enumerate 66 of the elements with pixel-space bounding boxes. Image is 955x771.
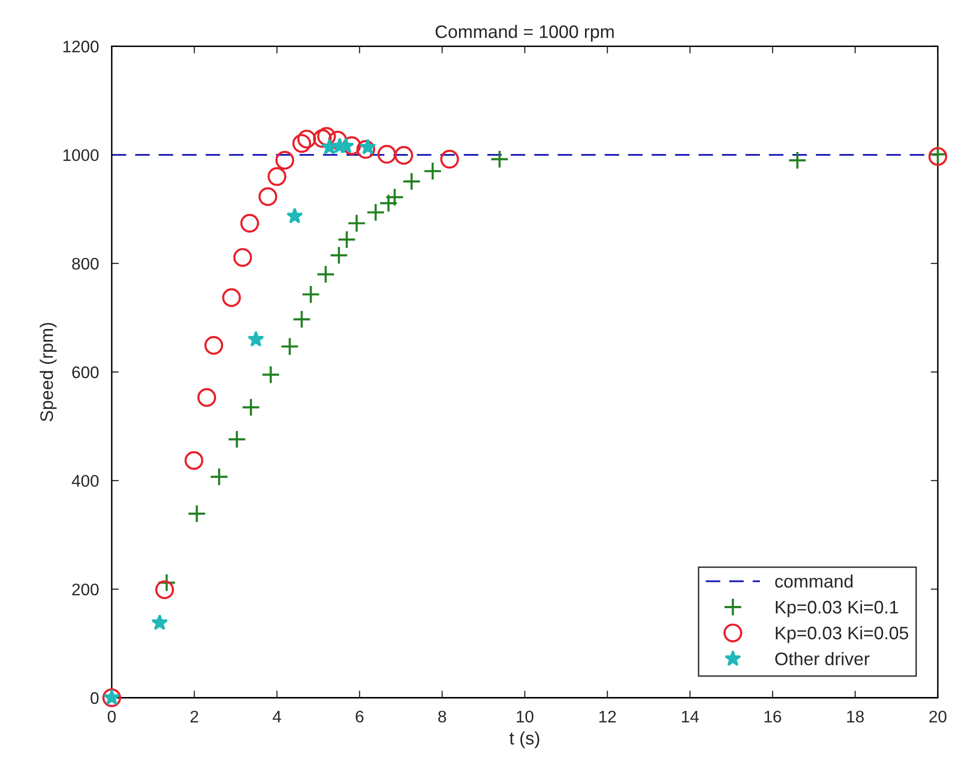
x-tick-label: 12: [599, 710, 616, 722]
legend-label: Kp=0.03 Ki=0.05: [776, 626, 908, 644]
x-tick-label: 2: [190, 710, 198, 722]
point: [297, 130, 316, 148]
point: [258, 187, 278, 206]
point: [157, 573, 176, 592]
y-tick-label: 800: [72, 258, 99, 270]
point: [423, 162, 442, 181]
point: [228, 430, 246, 449]
y-tick-label: 400: [72, 474, 99, 487]
y-tick-label: 1000: [63, 149, 99, 162]
point: [342, 136, 362, 155]
x-tick-label: 14: [682, 710, 699, 722]
point: [184, 451, 204, 470]
point: [204, 336, 224, 355]
y-tick-label: 200: [72, 584, 99, 596]
point: [330, 246, 348, 265]
point: [155, 580, 174, 600]
point: [490, 150, 509, 169]
point: [240, 214, 260, 233]
point: [301, 284, 320, 304]
point: [356, 140, 376, 159]
chart-title: Command = 1000 rpm: [436, 24, 614, 42]
point: [280, 337, 300, 356]
x-tick-label: 18: [847, 710, 864, 722]
x-tick-label: 8: [438, 710, 446, 722]
point: [440, 150, 459, 169]
x-axis-title: t (s): [510, 731, 540, 748]
point: [316, 264, 336, 284]
y-tick-label: 1200: [63, 40, 99, 52]
point: [360, 138, 376, 154]
point: [261, 365, 280, 384]
point: [402, 172, 421, 191]
point: [197, 388, 216, 407]
x-tick-label: 20: [929, 710, 946, 722]
y-axis-title: Speed (rpm): [40, 322, 57, 422]
point: [394, 146, 414, 165]
x-tick-label: 16: [764, 710, 782, 722]
point: [268, 167, 286, 186]
x-tick-label: 10: [516, 710, 534, 722]
point: [313, 129, 332, 148]
y-tick-label: 600: [72, 366, 99, 378]
point: [788, 150, 807, 170]
point: [337, 230, 356, 249]
point: [233, 248, 252, 267]
legend-label: command: [775, 574, 853, 588]
point: [248, 330, 264, 347]
point: [377, 144, 396, 164]
point: [222, 288, 241, 308]
x-tick-label: 6: [356, 710, 364, 722]
x-tick-label: 0: [108, 710, 116, 722]
point: [317, 127, 336, 146]
point: [286, 208, 304, 224]
legend-label: Other driver: [775, 652, 870, 666]
point: [292, 134, 312, 153]
legend-label: Kp=0.03 Ki=0.1: [776, 600, 898, 618]
y-tick-label: 0: [90, 692, 99, 704]
point: [275, 150, 294, 170]
point: [347, 214, 366, 233]
point: [210, 467, 229, 486]
point: [292, 310, 312, 329]
point: [151, 614, 168, 630]
point: [366, 203, 386, 222]
point: [242, 398, 260, 417]
x-tick-label: 4: [272, 710, 282, 722]
point: [187, 504, 206, 524]
